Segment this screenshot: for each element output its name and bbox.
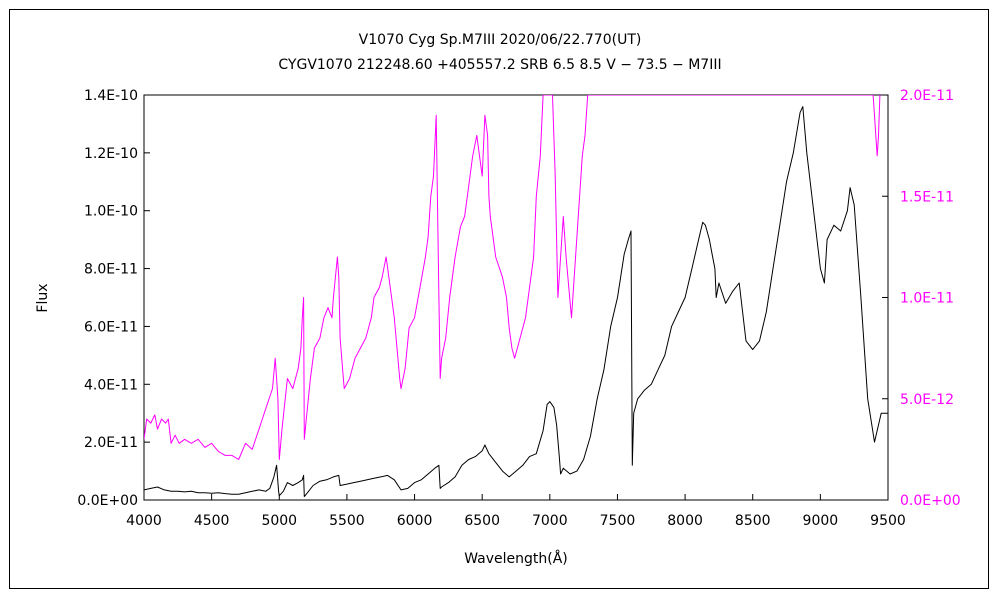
y2-tick-label: 1.0E-11 <box>900 291 954 307</box>
chart-subtitle: CYGV1070 212248.60 +405557.2 SRB 6.5 8.5… <box>278 57 721 73</box>
x-tick-label: 6000 <box>397 513 433 529</box>
y2-tick-label: 0.0E+00 <box>900 493 961 509</box>
chart-frame <box>9 9 989 589</box>
y-axis-label: Flux <box>35 283 51 312</box>
series-line-right-axis <box>144 95 881 460</box>
x-tick-label: 5500 <box>329 513 365 529</box>
x-tick-label: 5000 <box>261 513 297 529</box>
y2-tick-label: 5.0E-12 <box>900 392 954 408</box>
y2-tick-label: 1.5E-11 <box>900 189 954 205</box>
y-tick-label: 1.2E-10 <box>84 146 138 162</box>
y2-tick-label: 2.0E-11 <box>900 88 954 104</box>
x-tick-label: 8000 <box>667 513 703 529</box>
chart-title: V1070 Cyg Sp.M7III 2020/06/22.770(UT) <box>359 32 642 48</box>
x-tick-label: 4500 <box>194 513 230 529</box>
x-tick-label: 9000 <box>803 513 839 529</box>
x-tick-label: 8500 <box>735 513 771 529</box>
y-tick-label: 8.0E-11 <box>84 262 138 278</box>
series-line-left-axis <box>144 106 888 497</box>
y-tick-label: 2.0E-11 <box>84 435 138 451</box>
x-tick-label: 7000 <box>532 513 568 529</box>
x-tick-label: 7500 <box>600 513 636 529</box>
x-axis-label: Wavelength(Å) <box>464 550 568 567</box>
y-tick-label: 0.0E+00 <box>77 493 138 509</box>
y-tick-label: 1.0E-10 <box>84 204 138 220</box>
y-tick-label: 6.0E-11 <box>84 319 138 335</box>
x-tick-label: 6500 <box>464 513 500 529</box>
x-tick-label: 4000 <box>126 513 162 529</box>
x-tick-label: 9500 <box>870 513 906 529</box>
y-tick-label: 4.0E-11 <box>84 377 138 393</box>
y-tick-label: 1.4E-10 <box>84 88 138 104</box>
